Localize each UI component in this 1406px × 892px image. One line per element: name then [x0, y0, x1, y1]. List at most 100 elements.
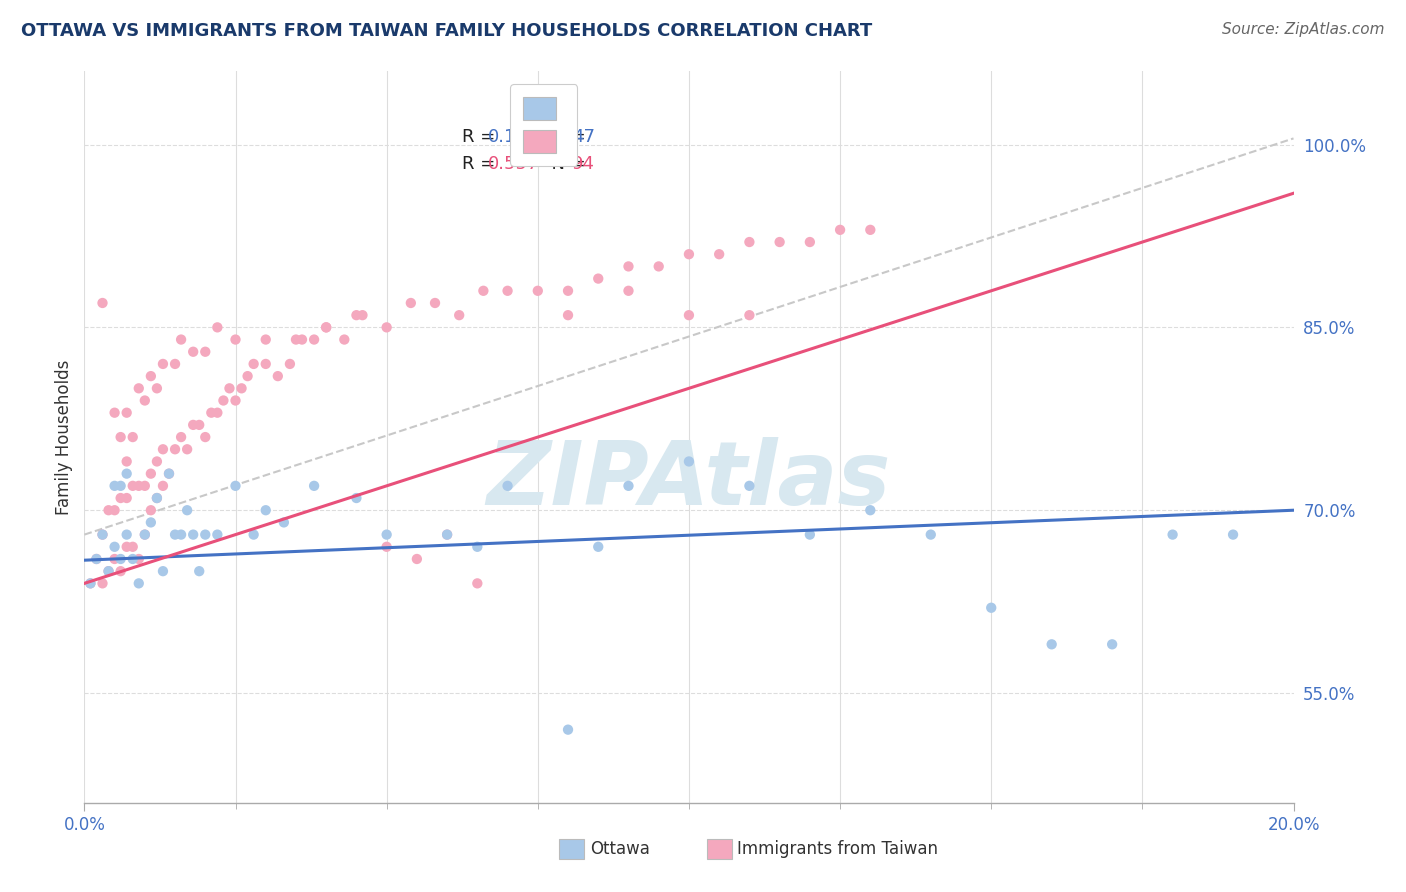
Point — [165, 527, 187, 541]
Point — [920, 527, 942, 541]
Point — [104, 540, 127, 554]
Point — [406, 552, 429, 566]
Point — [188, 417, 211, 432]
Text: 94: 94 — [572, 155, 595, 173]
Point — [207, 320, 229, 334]
Point — [617, 479, 640, 493]
Y-axis label: Family Households: Family Households — [55, 359, 73, 515]
Point — [115, 454, 138, 468]
Text: 0.110: 0.110 — [488, 128, 540, 146]
Text: N =: N = — [540, 128, 592, 146]
Point — [467, 540, 489, 554]
Point — [134, 527, 156, 541]
Point — [678, 308, 700, 322]
Point — [1101, 637, 1123, 651]
Legend: , : , — [510, 84, 578, 166]
Point — [170, 430, 193, 444]
Point — [194, 527, 217, 541]
Point — [128, 381, 150, 395]
Point — [146, 381, 169, 395]
Point — [181, 344, 204, 359]
Point — [231, 381, 253, 395]
Point — [399, 296, 422, 310]
Point — [769, 235, 792, 249]
Point — [859, 503, 882, 517]
Point — [436, 527, 458, 541]
Point — [738, 235, 761, 249]
Point — [678, 247, 700, 261]
Point — [181, 527, 204, 541]
Text: 0.557: 0.557 — [488, 155, 540, 173]
Point — [375, 320, 398, 334]
Point — [467, 576, 489, 591]
Point — [315, 320, 337, 334]
Point — [134, 479, 156, 493]
Point — [273, 516, 295, 530]
Point — [91, 527, 114, 541]
Point — [134, 393, 156, 408]
Point — [128, 576, 150, 591]
Point — [225, 333, 247, 347]
Point — [134, 527, 156, 541]
Point — [170, 527, 193, 541]
Point — [375, 527, 398, 541]
Point — [104, 503, 127, 517]
Point — [176, 442, 198, 457]
Point — [254, 503, 277, 517]
Point — [278, 357, 301, 371]
Point — [115, 527, 138, 541]
Point — [423, 296, 446, 310]
Point — [104, 406, 127, 420]
Point — [218, 381, 240, 395]
Point — [709, 247, 731, 261]
Point — [181, 417, 204, 432]
Point — [799, 527, 821, 541]
Point — [97, 564, 120, 578]
Point — [97, 503, 120, 517]
Point — [79, 576, 101, 591]
Point — [104, 552, 127, 566]
Point — [267, 369, 290, 384]
Point — [225, 393, 247, 408]
Point — [157, 467, 180, 481]
Text: OTTAWA VS IMMIGRANTS FROM TAIWAN FAMILY HOUSEHOLDS CORRELATION CHART: OTTAWA VS IMMIGRANTS FROM TAIWAN FAMILY … — [21, 22, 872, 40]
Point — [449, 308, 471, 322]
Point — [176, 503, 198, 517]
Point — [121, 430, 143, 444]
Point — [225, 479, 247, 493]
Point — [128, 479, 150, 493]
Point — [302, 333, 325, 347]
Point — [79, 576, 101, 591]
Point — [254, 333, 277, 347]
Point — [128, 552, 150, 566]
Point — [472, 284, 495, 298]
Point — [557, 723, 579, 737]
Point — [194, 430, 217, 444]
Point — [110, 430, 132, 444]
Point — [557, 284, 579, 298]
Point — [188, 564, 211, 578]
Point — [139, 516, 162, 530]
Point — [146, 491, 169, 505]
Point — [738, 479, 761, 493]
Point — [207, 406, 229, 420]
Point — [1161, 527, 1184, 541]
Point — [346, 491, 368, 505]
Text: R =: R = — [461, 128, 501, 146]
Point — [194, 344, 217, 359]
Point — [315, 320, 337, 334]
Point — [110, 552, 132, 566]
Text: Immigrants from Taiwan: Immigrants from Taiwan — [738, 840, 938, 858]
Point — [152, 442, 174, 457]
Point — [121, 479, 143, 493]
Point — [115, 491, 138, 505]
Point — [165, 442, 187, 457]
Point — [139, 503, 162, 517]
Point — [152, 357, 174, 371]
Point — [115, 467, 138, 481]
Point — [738, 308, 761, 322]
Point — [830, 223, 852, 237]
Point — [352, 308, 374, 322]
Point — [557, 308, 579, 322]
Point — [236, 369, 259, 384]
